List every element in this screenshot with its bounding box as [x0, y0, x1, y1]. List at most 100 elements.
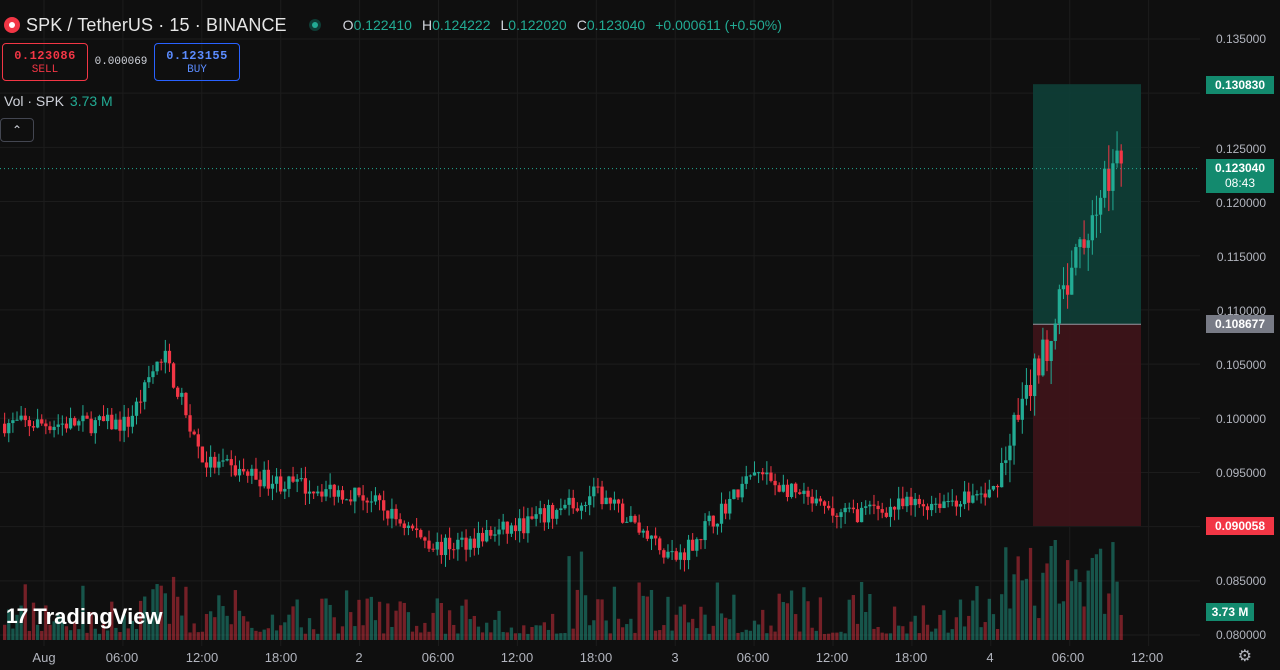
- volume-bar: [752, 620, 757, 640]
- candle-body: [1008, 445, 1012, 461]
- candle-body: [200, 446, 205, 463]
- entry-price-tag: 0.108677: [1206, 315, 1274, 333]
- tradingview-logo[interactable]: 17 TradingView: [6, 604, 163, 630]
- candle-body: [1028, 384, 1033, 397]
- volume-bar: [674, 614, 678, 640]
- candle-body: [616, 499, 621, 504]
- volume-bar: [246, 621, 250, 640]
- candle-body: [357, 487, 361, 496]
- volume-bar: [921, 605, 926, 640]
- candle-body: [73, 418, 77, 426]
- volume-bar: [394, 610, 398, 640]
- volume-bar: [1103, 613, 1107, 640]
- candle-body: [818, 498, 823, 502]
- candle-body: [64, 423, 69, 429]
- candle-body: [369, 501, 373, 503]
- volume-bar: [229, 624, 233, 640]
- volume-bar: [625, 624, 629, 640]
- candle-body: [954, 500, 959, 507]
- candle-body: [316, 491, 320, 494]
- candle-body: [320, 491, 324, 497]
- candle-body: [781, 484, 785, 492]
- candle-body: [307, 491, 312, 494]
- volume-bar: [460, 605, 464, 640]
- candle-body: [151, 371, 155, 378]
- volume-bar: [1045, 563, 1049, 640]
- candle-body: [31, 426, 36, 428]
- buy-button[interactable]: 0.123155 BUY: [154, 43, 240, 81]
- volume-bar: [1107, 593, 1111, 640]
- collapse-legend-button[interactable]: ⌃: [0, 118, 34, 142]
- volume-bar: [769, 625, 773, 640]
- candle-body: [188, 415, 192, 432]
- volume-legend[interactable]: Vol · SPK 3.73 M: [4, 93, 113, 109]
- volume-bar: [724, 617, 728, 640]
- volume-bar: [332, 617, 336, 640]
- candle-body: [398, 519, 402, 524]
- candle-body: [905, 496, 909, 507]
- volume-bar: [859, 581, 864, 640]
- price-label: 0.085000: [1215, 574, 1266, 588]
- volume-bar: [295, 599, 299, 640]
- volume-bar: [748, 630, 753, 640]
- volume-bar: [542, 622, 547, 640]
- candle-body: [909, 496, 913, 506]
- volume-bar: [1090, 557, 1094, 640]
- candle-body: [958, 504, 963, 507]
- candle-body: [983, 493, 987, 498]
- candle-body: [967, 491, 971, 503]
- candle-body: [497, 529, 501, 535]
- candle-body: [460, 537, 464, 540]
- candle-body: [435, 541, 439, 550]
- volume-bar: [196, 632, 200, 640]
- candle-body: [847, 507, 851, 509]
- candle-body: [56, 424, 60, 427]
- candle-body: [192, 431, 196, 435]
- price-scale[interactable]: 0.135000 0.125000 0.120000 0.115000 0.11…: [1200, 0, 1280, 670]
- volume-bar: [209, 611, 213, 640]
- candle-body: [1000, 462, 1004, 488]
- symbol-title[interactable]: SPK / TetherUS · 15 · BINANCE: [26, 14, 287, 35]
- volume-bar: [456, 633, 460, 640]
- price-chart[interactable]: [0, 0, 1200, 646]
- volume-bar: [785, 603, 790, 640]
- market-open-icon: [308, 19, 321, 31]
- volume-bar: [287, 614, 291, 640]
- volume-bar: [658, 630, 662, 640]
- time-scale[interactable]: Aug 06:00 12:00 18:00 2 06:00 12:00 18:0…: [0, 646, 1200, 670]
- volume-bar: [365, 598, 369, 640]
- candle-body: [1065, 285, 1070, 295]
- volume-bar: [579, 551, 584, 640]
- gear-icon[interactable]: ⚙: [1237, 648, 1252, 665]
- candle-body: [1090, 215, 1094, 241]
- volume-bar: [52, 621, 56, 640]
- candle-body: [897, 498, 901, 510]
- volume-bar: [1094, 554, 1099, 640]
- volume-bar: [917, 633, 921, 640]
- candle-body: [884, 512, 888, 517]
- sell-button[interactable]: 0.123086 SELL: [2, 43, 88, 81]
- candle-body: [1033, 358, 1037, 397]
- volume-bar: [946, 632, 950, 640]
- candle-body: [555, 510, 559, 519]
- candle-body: [386, 510, 390, 519]
- candle-body: [732, 489, 736, 499]
- low-key: L: [500, 17, 509, 33]
- volume-bar: [312, 629, 316, 640]
- candle-body: [1053, 323, 1057, 341]
- price-label: 0.135000: [1215, 32, 1266, 46]
- candle-body: [859, 507, 864, 523]
- candle-body: [254, 468, 258, 480]
- volume-bar: [954, 617, 959, 640]
- volume-bar: [686, 622, 691, 640]
- candle-body: [159, 361, 163, 363]
- candle-body: [1041, 339, 1045, 376]
- volume-bar: [934, 628, 938, 640]
- volume-bar: [884, 633, 888, 640]
- candle-body: [571, 497, 575, 509]
- candle-body: [538, 508, 542, 515]
- volume-bar: [1020, 580, 1024, 640]
- volume-bar: [44, 605, 48, 640]
- volume-bar: [410, 631, 415, 640]
